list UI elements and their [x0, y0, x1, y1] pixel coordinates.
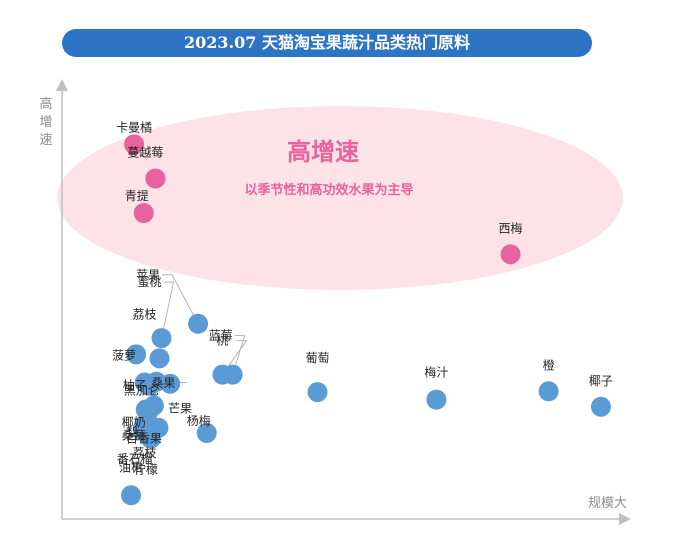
point-label-桑葚: 桑葚: [122, 429, 146, 443]
point-label-西梅: 西梅: [499, 220, 523, 235]
point-label-卡曼橘: 卡曼橘: [116, 119, 152, 134]
chart-title: 2023.07 天猫淘宝果蔬汁品类热门原料: [62, 29, 592, 57]
point-label-芒果: 芒果: [168, 401, 192, 416]
bubble-菠萝: [126, 344, 147, 365]
bubble-荔枝: [148, 417, 169, 438]
bubble-蓝莓: [222, 364, 243, 385]
leader-line: [222, 340, 248, 375]
leader-line: [161, 281, 175, 339]
point-label-菠萝: 菠萝: [112, 348, 136, 362]
bubble-卡曼橘: [124, 134, 145, 155]
point-label-梨: 梨: [126, 426, 138, 440]
bubble-荔枝: [149, 348, 170, 369]
point-label-蔓越莓: 蔓越莓: [127, 145, 163, 159]
bubble-葡萄: [307, 382, 328, 403]
point-label-荔枝: 荔枝: [132, 445, 156, 460]
point-label-橙: 橙: [543, 357, 555, 372]
point-label-葡萄: 葡萄: [305, 351, 329, 365]
point-label-番石榴: 番石榴: [117, 452, 153, 466]
bubble-蔓越莓: [145, 168, 166, 189]
point-label-柠檬: 柠檬: [134, 462, 158, 477]
point-label-蓝莓: 蓝莓: [209, 329, 233, 343]
high-growth-region-subtitle: 以季节性和高功效水果为主导: [244, 182, 413, 198]
high-growth-region: [57, 106, 623, 290]
high-growth-region-title: 高增速: [287, 138, 359, 166]
y-axis-label-char: 速: [39, 133, 52, 148]
bubble-椰子: [590, 396, 611, 417]
bubble-杨梅: [196, 422, 217, 443]
point-label-苹果: 苹果: [136, 268, 160, 282]
point-label-黑加仑: 黑加仑: [124, 384, 160, 398]
point-label-荔枝: 荔枝: [132, 306, 156, 321]
bubble-油柑: [121, 485, 142, 506]
y-axis-label: 高增速: [39, 96, 52, 148]
bubble-橙: [538, 381, 559, 402]
y-axis-label-char: 高: [39, 96, 52, 112]
bubble-梅汁: [426, 389, 447, 410]
point-label-椰子: 椰子: [589, 373, 613, 388]
bubble-蜜桃: [151, 328, 172, 349]
point-label-梅汁: 梅汁: [424, 365, 448, 380]
bubbles: [121, 134, 611, 506]
bubble-芒果: [160, 373, 181, 394]
point-labels: 卡曼橘蔓越莓青提西梅苹果蜜桃荔枝桃蓝莓菠萝桑果柚子芒果黑加仑百香果葡萄梅汁橙椰子…: [112, 119, 613, 476]
leader-line: [232, 335, 246, 375]
point-label-青提: 青提: [125, 188, 149, 203]
point-label-桑果: 桑果: [151, 376, 175, 390]
bubble-青提: [133, 203, 154, 224]
point-label-蜜桃: 蜜桃: [138, 274, 162, 289]
point-label-杨梅: 杨梅: [187, 413, 211, 428]
point-label-桃: 桃: [216, 333, 228, 348]
point-label-油柑: 油柑: [119, 459, 143, 474]
point-label-椰奶: 椰奶: [122, 415, 146, 430]
bubble-西梅: [500, 244, 521, 265]
point-label-百香果: 百香果: [126, 432, 162, 446]
x-axis-label: 规模大: [588, 496, 627, 511]
bubble-苹果: [188, 313, 209, 334]
bubble-黑加仑: [139, 375, 160, 396]
y-axis-label-char: 增: [39, 115, 52, 130]
point-label-柚子: 柚子: [123, 378, 147, 393]
leader-line: [162, 274, 199, 324]
